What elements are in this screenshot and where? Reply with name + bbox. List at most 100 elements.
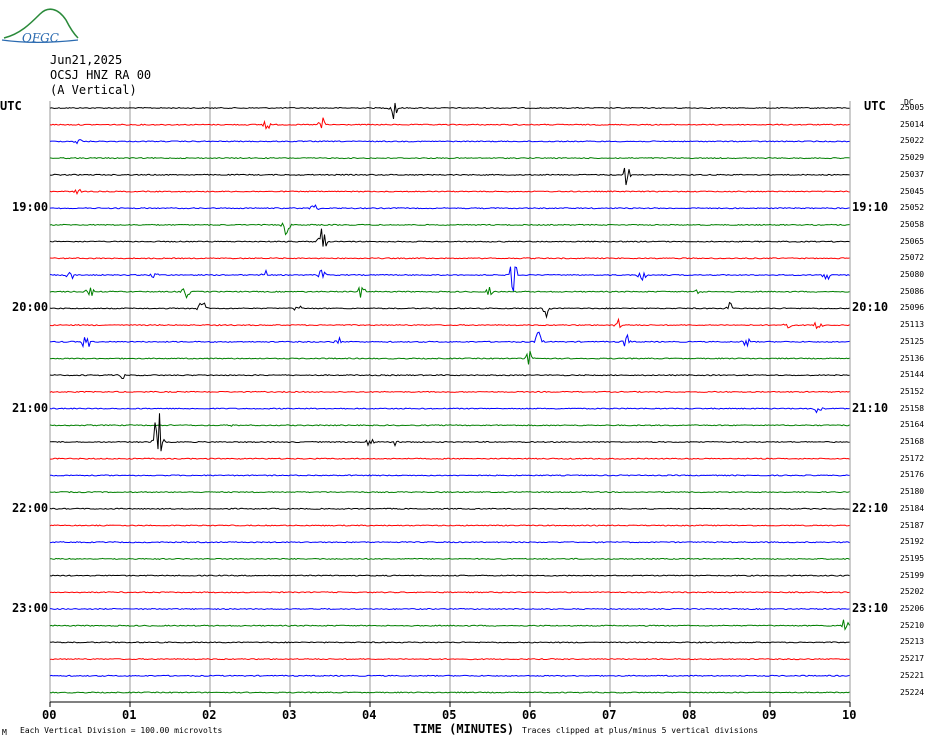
trace-dc-label: 25005 xyxy=(900,103,925,112)
seismic-trace xyxy=(49,102,850,119)
seismic-trace xyxy=(49,607,850,611)
trace-dc-label: 25164 xyxy=(900,420,925,430)
trace-dc-label: 25045 xyxy=(900,186,925,196)
station-label: OCSJ HNZ RA 00 xyxy=(50,68,152,82)
seismic-trace xyxy=(49,228,850,247)
x-tick-label: 01 xyxy=(122,708,137,722)
right-hour-label: 22:10 xyxy=(852,500,889,515)
trace-dc-label: 25052 xyxy=(900,203,925,213)
trace-dc-label: 25172 xyxy=(900,453,925,463)
right-utc-label: UTC xyxy=(864,99,886,113)
x-tick-label: 07 xyxy=(602,708,617,722)
seismic-trace xyxy=(49,413,850,452)
trace-dc-label: 25210 xyxy=(900,620,925,630)
seismic-trace xyxy=(49,407,850,414)
trace-dc-label: 25086 xyxy=(900,286,925,296)
left-hour-label: 23:00 xyxy=(12,601,49,615)
trace-dc-label: 25184 xyxy=(900,503,925,513)
seismic-trace xyxy=(50,557,850,560)
right-hour-label: 19:10 xyxy=(852,200,889,215)
component-label: (A Vertical) xyxy=(50,83,137,97)
seismic-trace xyxy=(49,524,850,527)
left-hour-label: 20:00 xyxy=(12,300,49,315)
seismic-trace xyxy=(50,457,850,460)
trace-dc-label: 25072 xyxy=(900,253,925,263)
x-tick-label: 05 xyxy=(442,708,457,722)
trace-dc-label: 25037 xyxy=(900,169,925,179)
right-hour-label: 21:10 xyxy=(852,400,889,415)
trace-dc-label: 25202 xyxy=(900,587,925,597)
trace-dc-label: 25180 xyxy=(900,487,925,497)
trace-dc-label: 25029 xyxy=(900,153,925,163)
trace-dc-label: 25014 xyxy=(900,119,925,129)
seismic-trace xyxy=(49,574,850,577)
trace-dc-label: 25217 xyxy=(900,654,925,664)
seismic-trace xyxy=(49,691,850,694)
trace-group xyxy=(49,102,850,694)
trace-dc-label: 25096 xyxy=(900,303,925,313)
seismic-trace xyxy=(49,301,850,319)
trace-dc-label: 25187 xyxy=(900,520,925,530)
seismic-trace xyxy=(49,373,850,380)
seismic-trace xyxy=(49,541,850,544)
trace-dc-label: 25152 xyxy=(900,386,925,396)
trace-dc-label: 25058 xyxy=(900,219,925,229)
scale-note: Each Vertical Division = 100.00 microvol… xyxy=(20,726,223,735)
right-hour-label: 20:10 xyxy=(852,300,889,315)
seismic-trace xyxy=(49,390,850,393)
left-hour-label: 19:00 xyxy=(12,200,49,215)
trace-dc-label: 25195 xyxy=(900,553,925,563)
x-axis-title: TIME (MINUTES) xyxy=(413,722,515,736)
trace-dc-label: 25113 xyxy=(900,320,925,330)
x-tick-label: 00 xyxy=(42,708,57,722)
seismic-trace xyxy=(49,286,850,300)
seismic-trace xyxy=(49,331,850,349)
x-tick-label: 06 xyxy=(522,708,537,722)
trace-dc-label: 25176 xyxy=(900,470,925,480)
left-utc-label: UTC xyxy=(0,99,22,113)
x-tick-label: 09 xyxy=(762,708,777,722)
trace-dc-label: 25022 xyxy=(900,136,925,146)
seismic-trace xyxy=(49,491,850,494)
trace-dc-label: 25168 xyxy=(900,437,925,446)
right-hour-label: 23:10 xyxy=(852,601,889,615)
seismic-trace xyxy=(49,138,850,145)
seismic-trace xyxy=(49,204,850,210)
trace-dc-label: 25199 xyxy=(900,570,925,580)
seismic-trace xyxy=(49,674,850,677)
seismic-trace xyxy=(49,188,850,196)
trace-dc-label: 25192 xyxy=(900,537,925,547)
x-tick-label: 02 xyxy=(202,708,217,722)
seismic-trace xyxy=(49,424,850,427)
seismic-trace xyxy=(49,474,850,477)
trace-dc-label: 25224 xyxy=(900,687,925,697)
seismic-trace xyxy=(49,507,850,510)
trace-dc-label: 25125 xyxy=(900,336,925,346)
seismic-trace xyxy=(49,619,850,631)
x-tick-label: 10 xyxy=(842,708,857,722)
x-tick-label: 03 xyxy=(282,708,297,722)
x-tick-label: 04 xyxy=(362,708,377,722)
left-hour-label: 21:00 xyxy=(12,400,49,415)
trace-dc-label: 25206 xyxy=(900,604,925,613)
trace-dc-label: 25158 xyxy=(900,403,925,413)
trace-dc-label: 25136 xyxy=(900,353,925,363)
clip-note: Traces clipped at plus/minus 5 vertical … xyxy=(522,726,759,735)
seismic-trace xyxy=(49,222,850,236)
seismic-trace xyxy=(49,317,850,330)
trace-dc-label: 25065 xyxy=(900,236,925,246)
seismic-trace xyxy=(49,266,850,292)
seismic-trace xyxy=(49,641,850,644)
left-hour-label: 22:00 xyxy=(12,500,49,515)
trace-dc-label: 25080 xyxy=(900,270,925,279)
seismic-trace xyxy=(49,157,850,160)
ofgc-logo: OFGC xyxy=(1,8,79,45)
dc-label: DC xyxy=(904,98,914,107)
grid-lines xyxy=(49,101,851,707)
logo-text: OFGC xyxy=(22,31,59,45)
trace-dc-label: 25144 xyxy=(900,370,925,380)
seismic-trace xyxy=(49,658,850,661)
trace-dc-label: 25213 xyxy=(900,637,925,647)
seismic-trace xyxy=(49,257,850,260)
